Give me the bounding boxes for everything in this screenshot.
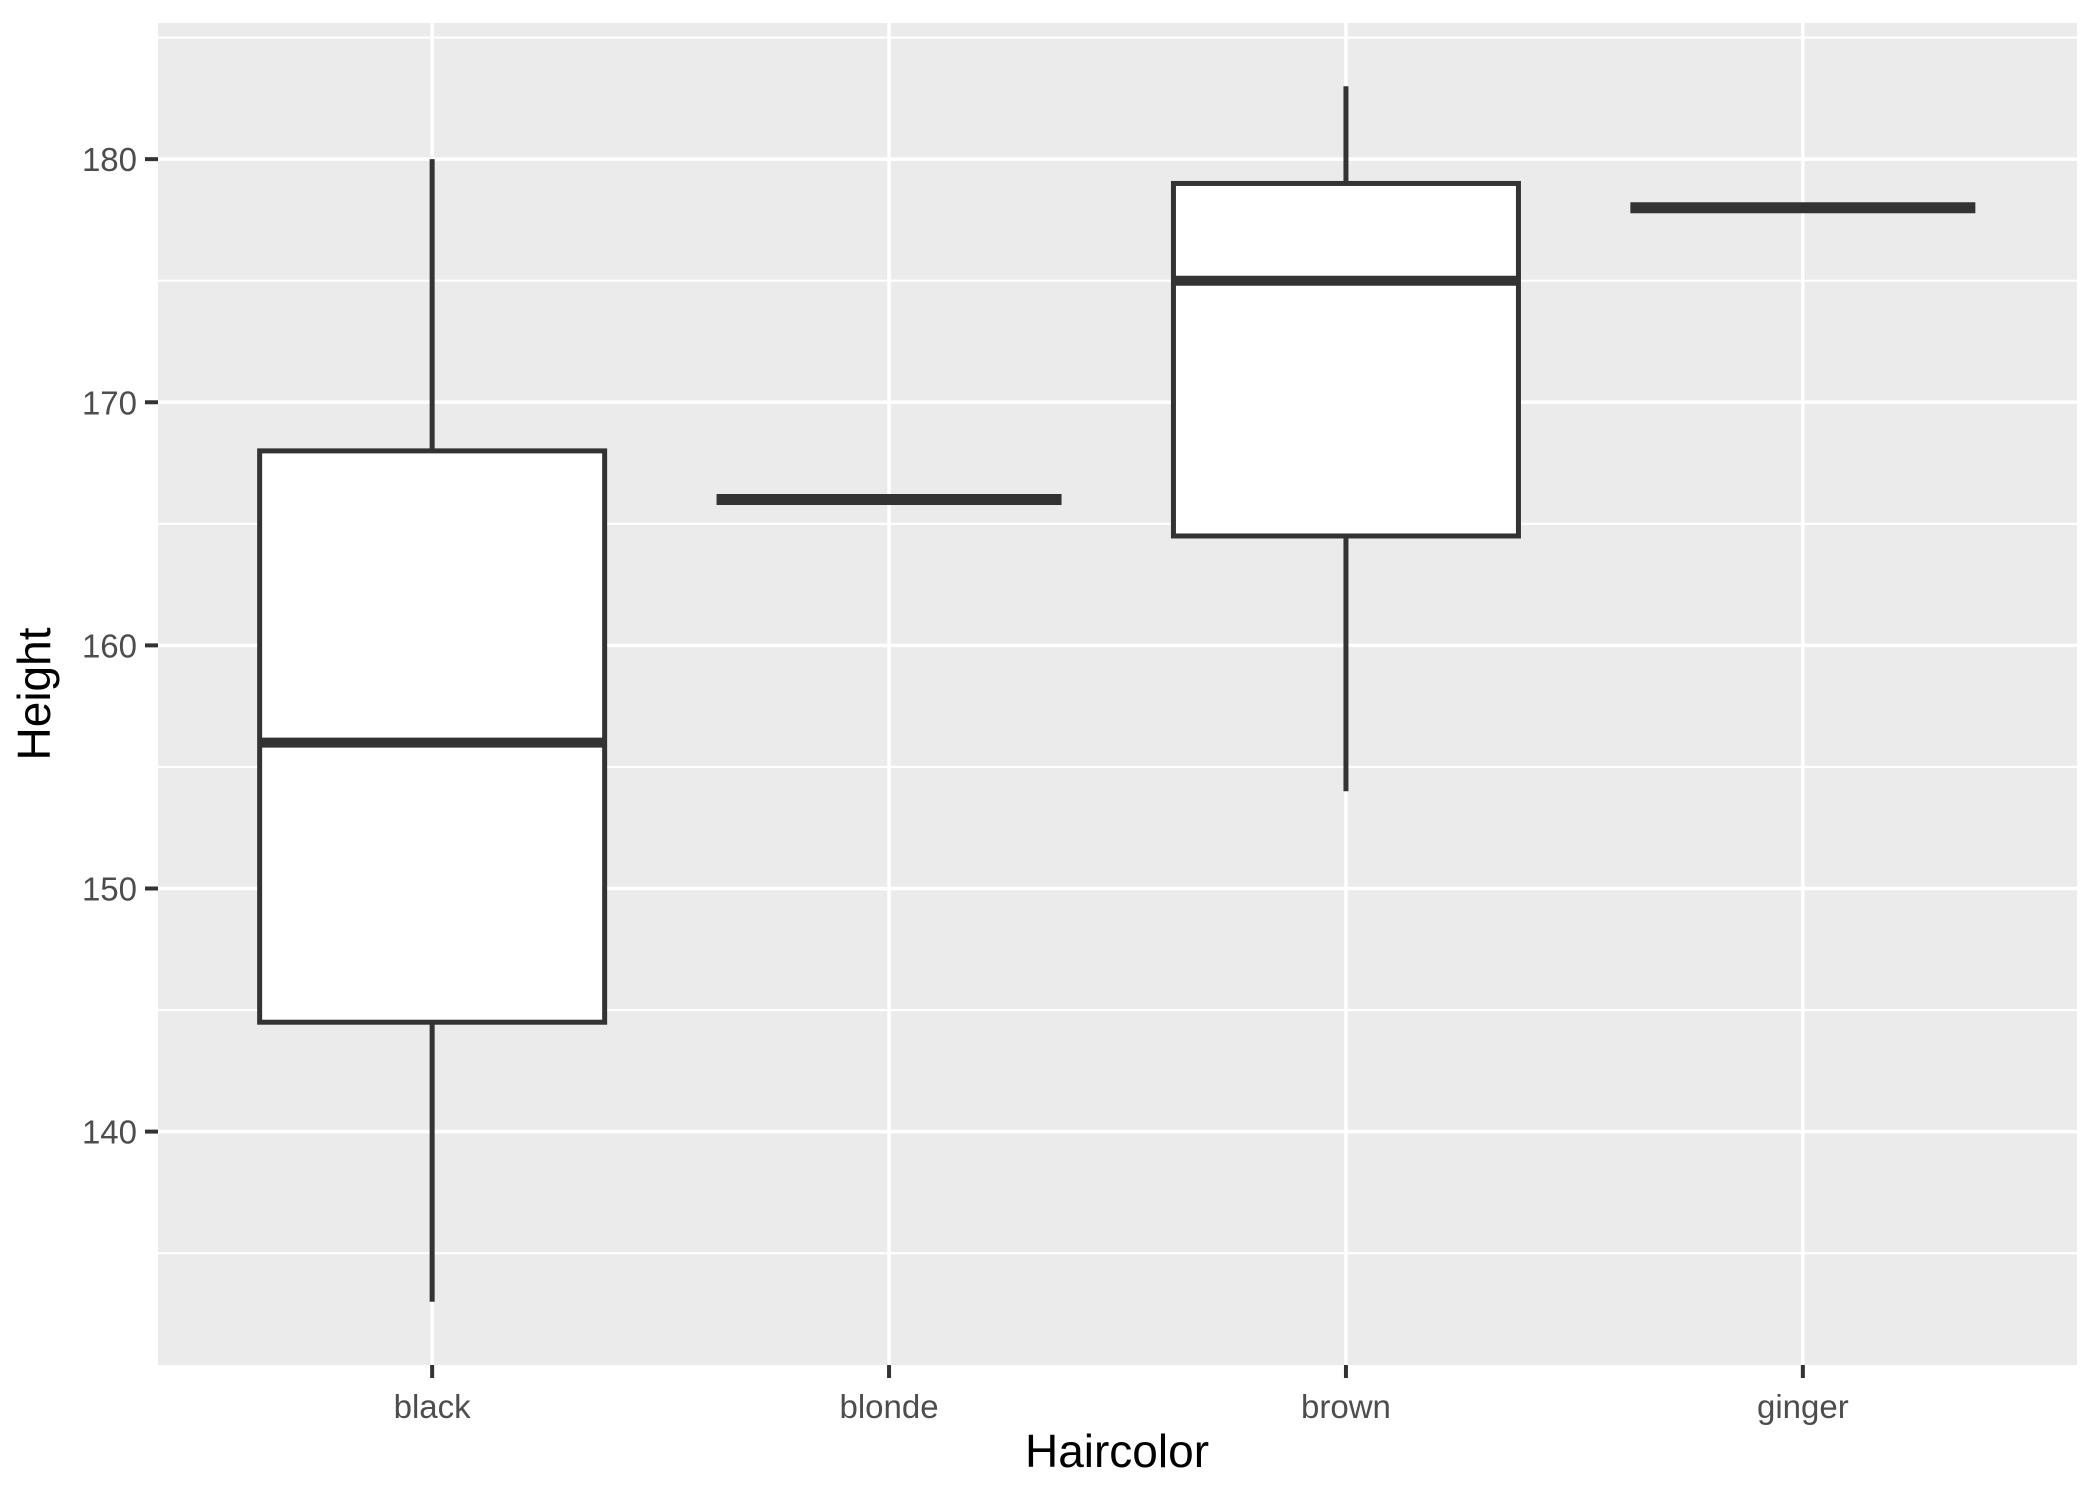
iqr-box-brown (1170, 180, 1521, 539)
axis-tick-labels: 140 150 160 170 180 black blonde brown ginger (82, 141, 1849, 1425)
y-tick-label: 150 (82, 870, 137, 907)
boxplot-glyphs (257, 86, 1976, 1302)
x-tick-label: blonde (839, 1388, 938, 1425)
x-tick-label: brown (1301, 1388, 1391, 1425)
iqr-box-black (257, 448, 608, 1025)
y-tick-label: 140 (82, 1114, 137, 1151)
x-tick-label: black (394, 1388, 472, 1425)
y-axis-title: Height (8, 627, 60, 760)
y-tick-label: 160 (82, 627, 137, 664)
boxplot-black (257, 159, 608, 1302)
boxplot-brown (1170, 86, 1521, 792)
x-axis-title: Haircolor (1025, 1425, 1209, 1477)
y-tick-label: 180 (82, 141, 137, 178)
y-tick-label: 170 (82, 384, 137, 421)
axis-tick-marks (145, 157, 1805, 1378)
x-tick-label: ginger (1757, 1388, 1849, 1425)
